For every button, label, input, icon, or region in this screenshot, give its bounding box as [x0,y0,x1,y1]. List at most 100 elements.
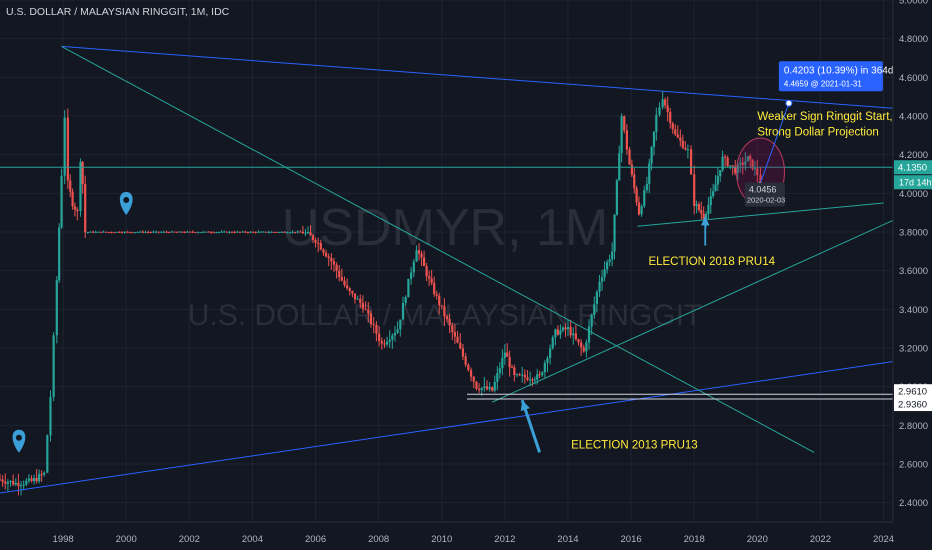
candle-body [506,352,509,357]
candle-body [515,374,519,376]
candle-body [582,347,585,352]
support-price-tag[interactable] [894,397,932,412]
annotation-text: Strong Dollar Projection [757,126,878,138]
candle-body [480,387,483,391]
countdown-tag[interactable] [894,175,932,190]
candle-body [440,305,443,307]
trend-line-recent-support[interactable] [637,202,884,227]
candle-body [467,364,470,371]
horizontal-lines[interactable] [0,166,893,400]
candle-body [204,231,207,233]
candle-body [396,329,399,334]
candle-body [472,376,475,382]
candle-body [12,480,15,485]
projection-endpoint[interactable] [785,99,793,107]
candle-body [556,329,559,335]
price-axis[interactable]: 5.0000 4.8000 4.6000 4.4000 4.2000 4.0000 3.80… [892,0,932,522]
trend-line-upper[interactable] [61,45,894,109]
candle-body [367,309,370,314]
price-tick-label: 4.8000 [899,34,928,45]
point-tag-box[interactable] [744,182,785,207]
candle-body [536,374,539,380]
time-tick-label: 2020 [747,534,768,545]
candle-body [327,256,330,259]
last-price-tag[interactable] [894,160,932,175]
candle-body [372,323,375,325]
candle-body [385,341,389,345]
candle-body [404,297,407,303]
time-tick-label: 2014 [557,534,578,545]
candle-body [650,147,653,164]
candle-body [170,231,173,233]
candle-body [428,276,431,279]
candle-body [551,337,554,349]
candle-body [448,319,451,326]
candle-body [652,131,656,148]
time-tick-label: 2004 [242,534,263,545]
price-tick-label: 4.6000 [899,73,928,84]
candle-body [147,232,150,234]
candle-body [693,174,696,206]
candle-body [475,381,478,389]
trend-line-long-support[interactable] [0,361,894,494]
candle-body [686,149,689,151]
candle-body [228,231,231,233]
candle-body [311,235,315,240]
candle-body [215,232,218,234]
trend-lines[interactable] [0,45,894,494]
countdown-label: 17d 14h [899,178,932,188]
candle-body [546,358,549,363]
projection-info-box[interactable] [778,61,883,92]
candle-body [587,326,591,343]
price-tick-label: 4.4000 [899,112,928,123]
candle-body [375,324,378,334]
candle-body [364,308,367,310]
candle-body [38,474,41,482]
projection-line[interactable] [759,103,790,185]
candle-body [25,480,28,485]
candle-body [233,232,236,234]
candle-body [501,357,504,369]
candle-body [561,327,565,331]
candle-body [210,232,213,234]
candle-body [603,269,606,278]
candle-body [739,162,742,165]
map-pin-icon[interactable] [119,192,133,215]
candle-body [81,161,84,185]
candle-body [52,335,55,397]
candle-body [664,99,667,106]
candle-body [223,231,226,233]
time-axis[interactable]: 1998 2000 2002 2004 2006 2008 2010 2012 2014 2016… [0,521,894,545]
candle-body [343,280,346,286]
trend-line-falling[interactable] [61,45,815,453]
candle-body [217,232,221,234]
candle-body [523,374,526,378]
candle-body [149,232,152,234]
candle-body [356,298,359,300]
candle-body [272,231,276,233]
trend-line-mid-support[interactable] [492,219,894,403]
candle-body [86,232,89,234]
candle-body [112,232,116,234]
candle-body [469,370,473,377]
map-pin-icon[interactable] [12,429,26,453]
annotation-text: ELECTION 2013 PRU13 [571,440,698,452]
candle-body [154,231,158,233]
projection-info-line1: 0.4203 (10.39%) in 364d [784,65,894,76]
arrow-head [520,400,530,412]
support-price-tag[interactable] [894,384,932,399]
candle-body [433,282,436,295]
candle-body [369,313,373,324]
projection-info-line2: 4.4659 @ 2021-01-31 [784,79,863,88]
candle-body [175,231,179,233]
candle-body [714,184,717,192]
candle-body [461,348,465,357]
candle-body [191,231,194,233]
candle-body [283,231,286,233]
candle-body [707,205,710,214]
candle-body [133,232,137,234]
candle-body [17,482,20,487]
candle-body [420,253,423,258]
